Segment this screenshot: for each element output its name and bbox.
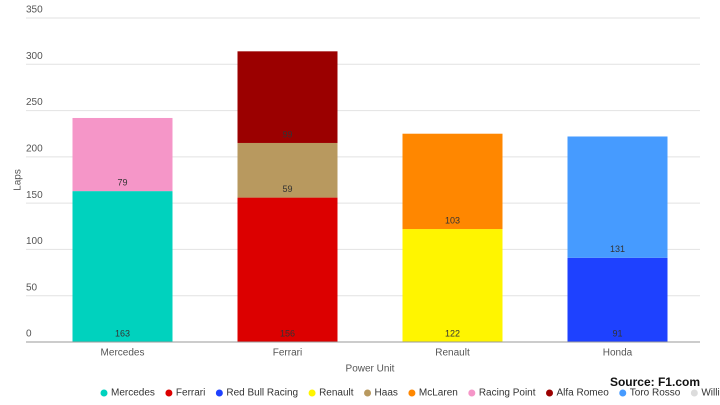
bar-segment bbox=[237, 142, 338, 198]
data-label: 103 bbox=[445, 215, 460, 225]
bar-segment bbox=[567, 257, 668, 342]
y-tick-label: 50 bbox=[26, 282, 38, 293]
bar-segment bbox=[402, 133, 503, 230]
y-tick-label: 200 bbox=[26, 143, 43, 154]
legend-label: Toro Rosso bbox=[630, 388, 681, 399]
x-tick-label: Ferrari bbox=[273, 348, 302, 359]
y-tick-label: 150 bbox=[26, 190, 43, 201]
data-label: 122 bbox=[445, 328, 460, 338]
legend-label: Alfa Romeo bbox=[557, 388, 610, 399]
legend-label: Mercedes bbox=[111, 388, 155, 399]
x-tick-label: Mercedes bbox=[101, 348, 145, 359]
legend-label: Red Bull Racing bbox=[226, 388, 298, 399]
legend-label: Ferrari bbox=[176, 388, 205, 399]
source: Source: F1.com bbox=[610, 375, 700, 389]
data-label: 91 bbox=[612, 328, 622, 338]
x-tick-label: Honda bbox=[603, 348, 633, 359]
legend-marker bbox=[690, 389, 698, 397]
data-label: 79 bbox=[117, 177, 127, 187]
y-tick-label: 350 bbox=[26, 5, 43, 16]
legend-marker bbox=[408, 389, 416, 397]
bar-segment bbox=[237, 51, 338, 143]
bar-segment bbox=[72, 117, 173, 192]
y-tick-label: 300 bbox=[26, 51, 43, 62]
x-axis-label: Power Unit bbox=[346, 364, 395, 375]
legend-label: Renault bbox=[319, 388, 354, 399]
legend-marker bbox=[100, 389, 108, 397]
y-axis-label: Laps bbox=[13, 169, 24, 191]
data-label: 163 bbox=[115, 328, 130, 338]
legend-marker bbox=[619, 389, 627, 397]
data-label: 59 bbox=[282, 184, 292, 194]
data-label: 99 bbox=[282, 129, 292, 139]
legend-label: Racing Point bbox=[479, 388, 536, 399]
y-tick-label: 250 bbox=[26, 97, 43, 108]
legend-marker bbox=[468, 389, 476, 397]
legend-label: McLaren bbox=[419, 388, 458, 399]
y-tick-label: 100 bbox=[26, 236, 43, 247]
legend-marker bbox=[308, 389, 316, 397]
bar-segment bbox=[237, 197, 338, 342]
y-tick-label: 0 bbox=[26, 329, 32, 340]
data-label: 131 bbox=[610, 244, 625, 254]
bar-segment bbox=[567, 136, 668, 258]
legend-marker bbox=[364, 389, 372, 397]
x-tick-label: Renault bbox=[435, 348, 470, 359]
bar-segment bbox=[402, 229, 503, 342]
legend-marker bbox=[215, 389, 223, 397]
data-label: 156 bbox=[280, 328, 295, 338]
legend-label: Haas bbox=[375, 388, 398, 399]
bar-segment bbox=[72, 191, 173, 342]
legend-marker bbox=[546, 389, 554, 397]
legend-marker bbox=[165, 389, 173, 397]
legend-label: Williams bbox=[701, 388, 720, 399]
